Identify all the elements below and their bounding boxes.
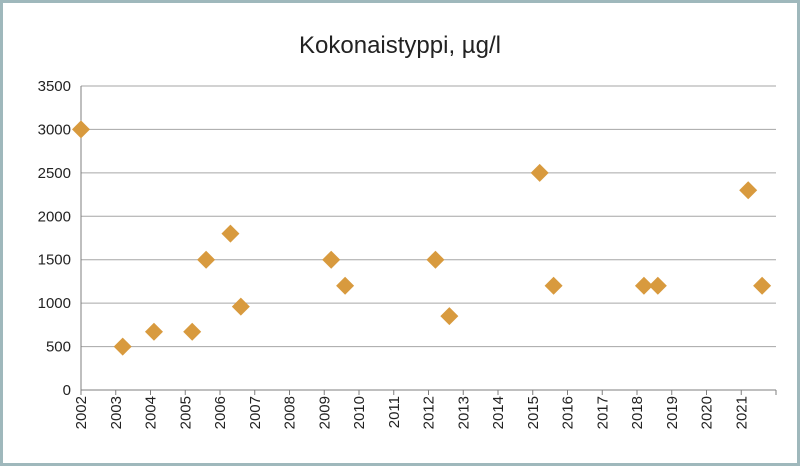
x-tick-label: 2006 bbox=[212, 396, 229, 429]
data-point-marker bbox=[336, 276, 355, 295]
grid-lines bbox=[81, 85, 776, 348]
data-point-marker bbox=[530, 163, 549, 182]
data-point-marker bbox=[183, 322, 202, 341]
y-tick-label: 0 bbox=[63, 382, 71, 399]
x-tick-label: 2015 bbox=[525, 396, 542, 429]
x-tick-label: 2021 bbox=[733, 396, 750, 429]
x-tick-label: 2008 bbox=[282, 396, 299, 429]
data-point-marker bbox=[322, 250, 341, 269]
x-tick-label: 2013 bbox=[455, 396, 472, 429]
x-tick-label: 2019 bbox=[664, 396, 681, 429]
x-tick-label: 2012 bbox=[421, 396, 438, 429]
y-axis-tick-labels: 0 500 1000 1500 2000 2500 3000 3500 bbox=[38, 78, 71, 399]
x-tick-label: 2003 bbox=[108, 396, 125, 429]
data-point-marker bbox=[739, 181, 758, 200]
x-tick-label: 2020 bbox=[699, 396, 716, 429]
data-point-marker bbox=[648, 276, 667, 295]
x-tick-label: 2004 bbox=[143, 396, 160, 429]
chart-svg: Kokonaistyppi, µg/l 0 500 1000 1500 2000 2500… bbox=[38, 32, 777, 429]
x-tick-label: 2002 bbox=[73, 396, 90, 429]
data-point-marker bbox=[440, 307, 459, 326]
y-tick-label: 2500 bbox=[38, 165, 71, 182]
x-tick-label: 2011 bbox=[386, 396, 403, 428]
data-point-marker bbox=[197, 250, 216, 269]
data-point-marker bbox=[634, 276, 653, 295]
data-points bbox=[72, 120, 772, 356]
data-point-marker bbox=[753, 276, 772, 295]
x-tick-label: 2017 bbox=[594, 396, 611, 429]
y-tick-label: 1500 bbox=[38, 252, 71, 269]
x-tick-label: 2005 bbox=[177, 396, 194, 429]
data-point-marker bbox=[144, 322, 163, 341]
y-tick-label: 3500 bbox=[38, 78, 71, 95]
x-axis-tick-labels: 2002 2003 2004 2005 2006 2007 2008 2009 2010 2011… bbox=[73, 396, 750, 429]
data-point-marker bbox=[72, 120, 90, 139]
y-tick-label: 1000 bbox=[38, 295, 71, 312]
data-point-marker bbox=[544, 276, 563, 295]
x-tick-label: 2016 bbox=[560, 396, 577, 429]
data-point-marker bbox=[426, 250, 445, 269]
data-point-marker bbox=[231, 297, 250, 316]
y-tick-label: 2000 bbox=[38, 208, 71, 225]
y-tick-label: 3000 bbox=[38, 121, 71, 138]
x-tick-label: 2009 bbox=[316, 396, 333, 429]
x-tick-label: 2010 bbox=[351, 396, 368, 429]
y-tick-label: 500 bbox=[46, 339, 71, 356]
data-point-marker bbox=[221, 224, 240, 243]
x-tick-label: 2007 bbox=[247, 396, 264, 429]
chart-title: Kokonaistyppi, µg/l bbox=[299, 32, 501, 59]
x-tick-label: 2014 bbox=[490, 396, 507, 429]
data-point-marker bbox=[113, 337, 132, 356]
x-tick-label: 2018 bbox=[629, 396, 646, 429]
axes bbox=[80, 86, 777, 395]
